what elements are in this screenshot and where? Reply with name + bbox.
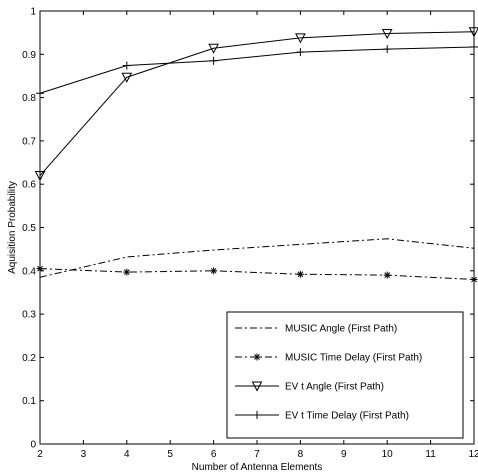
data-point (383, 271, 391, 279)
legend-marker (253, 411, 261, 419)
legend-marker (253, 353, 261, 361)
x-tick-label: 5 (167, 449, 173, 460)
y-tick-label: 0.6 (22, 180, 36, 191)
legend-item: MUSIC Angle (First Path) (235, 324, 397, 335)
x-axis-label: Number of Antenna Elements (192, 462, 323, 473)
y-tick-label: 0.7 (22, 136, 36, 147)
y-tick-label: 0.9 (22, 50, 36, 61)
series-2 (36, 265, 478, 283)
x-tick-label: 8 (298, 449, 304, 460)
data-point (36, 265, 44, 273)
data-point (296, 270, 304, 278)
y-tick-label: 0.5 (22, 223, 36, 234)
y-tick-label: 0.2 (22, 353, 36, 364)
legend-item: EV t Angle (First Path) (235, 381, 384, 393)
series-line (39, 31, 475, 176)
y-axis-ticks: 0 0.1 0.2 0.3 0.4 0.5 0.6 0.7 0.8 0.9 1 (22, 7, 474, 451)
data-point (470, 275, 478, 283)
x-tick-label: 6 (211, 449, 217, 460)
x-tick-label: 7 (254, 449, 260, 460)
x-tick-label: 2 (37, 449, 43, 460)
y-tick-label: 0.1 (22, 396, 36, 407)
y-tick-label: 1 (30, 7, 36, 18)
legend-label: MUSIC Angle (First Path) (285, 324, 397, 335)
data-point (383, 45, 392, 54)
x-tick-label: 3 (81, 449, 87, 460)
legend-label: MUSIC Time Delay (First Path) (285, 353, 422, 364)
x-tick-label: 10 (382, 449, 394, 460)
data-point (208, 43, 219, 54)
data-point (470, 42, 478, 51)
series-line (39, 238, 475, 278)
data-point (296, 48, 305, 57)
data-point (122, 61, 131, 70)
data-point (36, 89, 44, 98)
data-point (381, 29, 393, 40)
series-line (39, 268, 475, 280)
y-tick-label: 0 (30, 440, 36, 451)
x-tick-label: 9 (341, 449, 347, 460)
y-tick-label: 0.3 (22, 310, 36, 321)
x-axis-ticks: 2 3 4 5 6 7 8 9 10 11 12 (37, 11, 478, 460)
series-line (39, 46, 475, 94)
legend-item: MUSIC Time Delay (First Path) (235, 353, 422, 364)
x-tick-label: 11 (425, 449, 436, 460)
data-point (34, 171, 46, 182)
y-tick-label: 0.8 (22, 93, 36, 104)
data-point (468, 27, 478, 38)
series-3 (34, 27, 478, 182)
series-layer (34, 27, 478, 283)
legend: MUSIC Angle (First Path) MUSIC Time Delay… (226, 311, 464, 439)
x-tick-label: 4 (124, 449, 130, 460)
legend-box (226, 311, 464, 439)
data-point (123, 268, 131, 276)
series-4 (36, 42, 478, 98)
legend-label: EV t Angle (First Path) (285, 382, 384, 393)
y-tick-label: 0.4 (22, 266, 36, 277)
y-axis-label: Aquisition Probability (7, 181, 18, 274)
data-point (210, 267, 218, 275)
data-point (121, 72, 133, 83)
legend-item: EV t Time Delay (First Path) (235, 411, 409, 422)
series-1 (39, 238, 475, 278)
data-point (209, 56, 218, 65)
legend-marker (251, 381, 263, 392)
x-tick-label: 12 (468, 449, 478, 460)
data-point (295, 33, 306, 44)
legend-label: EV t Time Delay (First Path) (285, 411, 409, 422)
